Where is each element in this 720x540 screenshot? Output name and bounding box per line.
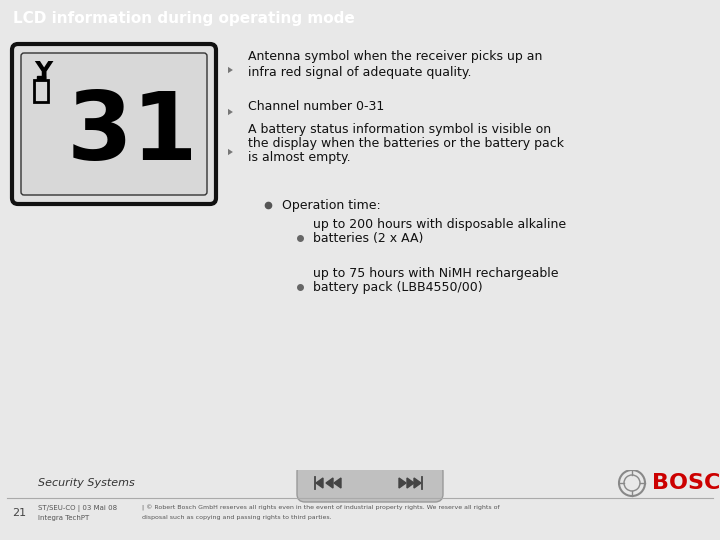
Text: 31: 31 <box>66 88 198 180</box>
Text: Security Systems: Security Systems <box>38 478 135 488</box>
FancyBboxPatch shape <box>297 464 443 502</box>
FancyBboxPatch shape <box>12 44 216 204</box>
Polygon shape <box>228 149 233 155</box>
Text: A battery status information symbol is visible on: A battery status information symbol is v… <box>248 123 551 136</box>
Text: disposal such as copying and passing rights to third parties.: disposal such as copying and passing rig… <box>142 516 332 521</box>
Polygon shape <box>316 478 323 488</box>
Text: Integra TechPT: Integra TechPT <box>38 515 89 521</box>
Text: batteries (2 x AA): batteries (2 x AA) <box>313 232 423 245</box>
Bar <box>34 80 48 102</box>
Text: the display when the batteries or the battery pack: the display when the batteries or the ba… <box>248 137 564 150</box>
Text: LCD information during operating mode: LCD information during operating mode <box>13 11 355 26</box>
Text: BOSCH: BOSCH <box>652 473 720 493</box>
Polygon shape <box>326 478 333 488</box>
Text: is almost empty.: is almost empty. <box>248 151 351 164</box>
Text: Antenna symbol when the receiver picks up an: Antenna symbol when the receiver picks u… <box>248 50 542 63</box>
Polygon shape <box>228 67 233 73</box>
Bar <box>37 76 45 80</box>
Polygon shape <box>334 478 341 488</box>
Text: Y: Y <box>34 60 53 84</box>
Polygon shape <box>399 478 406 488</box>
Polygon shape <box>414 478 421 488</box>
Polygon shape <box>407 478 414 488</box>
Polygon shape <box>228 109 233 115</box>
Text: | © Robert Bosch GmbH reserves all rights even in the event of industrial proper: | © Robert Bosch GmbH reserves all right… <box>142 505 500 511</box>
Text: Channel number 0-31: Channel number 0-31 <box>248 100 384 113</box>
FancyBboxPatch shape <box>21 53 207 195</box>
Text: 21: 21 <box>12 508 26 518</box>
Text: battery pack (LBB4550/00): battery pack (LBB4550/00) <box>313 281 482 294</box>
Text: up to 200 hours with disposable alkaline: up to 200 hours with disposable alkaline <box>313 218 566 231</box>
Text: Operation time:: Operation time: <box>282 199 381 212</box>
Text: infra red signal of adequate quality.: infra red signal of adequate quality. <box>248 66 472 79</box>
Text: ST/SEU-CO | 03 Mai 08: ST/SEU-CO | 03 Mai 08 <box>38 504 117 511</box>
Text: up to 75 hours with NiMH rechargeable: up to 75 hours with NiMH rechargeable <box>313 267 559 280</box>
